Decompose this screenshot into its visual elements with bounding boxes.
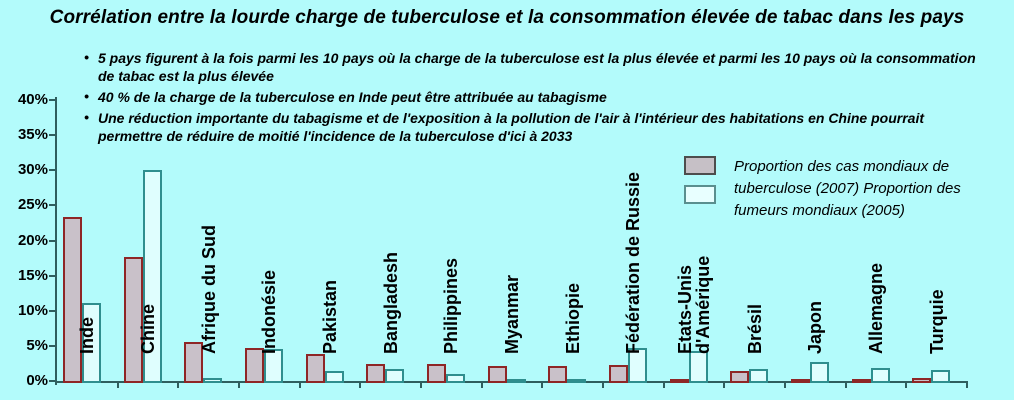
y-axis-tick-label: 35% (17, 126, 48, 144)
category-label-14: Allemagne (866, 262, 886, 354)
bullet-item-3: Une réduction importante du tabagisme et… (84, 109, 984, 146)
bar-fumeurs-12 (749, 369, 769, 383)
category-label-6: Bangladesh (380, 251, 401, 354)
bar-fumeurs-15 (931, 369, 951, 383)
bar-tuberculose-5 (305, 353, 325, 383)
category-label-12: Brésil (744, 303, 765, 354)
bullet-item-2: 40 % de la charge de la tuberculose en I… (84, 88, 984, 107)
bar-tuberculose-2 (123, 257, 143, 383)
legend-swatch-tuberculose (684, 156, 716, 175)
legend-swatches (684, 156, 716, 204)
bar-tuberculose-8 (487, 365, 507, 383)
y-axis-tick-label: 10% (17, 301, 48, 319)
y-axis-tick-label: 15% (17, 266, 48, 284)
bar-tuberculose-12 (730, 371, 750, 383)
bar-tuberculose-14 (851, 379, 871, 383)
category-label-9: Ethiopie (562, 283, 583, 354)
bar-tuberculose-11 (669, 379, 689, 383)
bar-fumeurs-11 (688, 350, 708, 383)
bar-tuberculose-13 (791, 378, 810, 383)
legend-labels: Proportion des cas mondiaux de tuberculo… (734, 156, 1014, 222)
bar-tuberculose-4 (245, 347, 264, 383)
bar-tuberculose-9 (548, 365, 568, 383)
category-label-11: Etats-Unis d'Amérique (675, 255, 713, 354)
bar-tuberculose-6 (366, 364, 386, 383)
y-axis-tick-label: 0% (26, 372, 48, 389)
bar-fumeurs-4 (264, 348, 283, 383)
y-axis-tick-label: 25% (17, 196, 48, 214)
bar-tuberculose-1 (63, 217, 82, 383)
bar-fumeurs-6 (385, 369, 405, 383)
x-axis-tick (662, 383, 665, 388)
bar-tuberculose-10 (609, 364, 628, 383)
bar-tuberculose-7 (427, 364, 446, 383)
y-axis-tick-label: 30% (17, 161, 48, 179)
x-axis-tick (905, 383, 908, 388)
x-axis-tick (723, 383, 726, 388)
y-axis-tick-label: 5% (26, 336, 48, 354)
category-label-7: Philippines (441, 257, 462, 354)
x-axis-tick (298, 383, 301, 388)
bullet-list: 5 pays figurent à la fois parmi les 10 p… (84, 49, 984, 149)
y-axis-tick-label: 40% (17, 91, 48, 108)
bar-fumeurs-7 (446, 373, 465, 383)
x-axis-tick (238, 383, 240, 388)
y-axis-line (55, 97, 57, 385)
x-axis-tick (784, 383, 786, 388)
x-axis-tick (844, 383, 847, 388)
x-axis-tick (177, 383, 180, 388)
category-label-3: Afrique du Sud (198, 225, 219, 354)
bullet-item-1: 5 pays figurent à la fois parmi les 10 p… (84, 49, 984, 86)
x-axis-tick (116, 383, 119, 388)
x-axis-tick (359, 383, 362, 388)
x-axis-tick (602, 383, 604, 388)
category-label-10: Fédération de Russie (623, 171, 644, 354)
category-label-13: Japon (805, 300, 826, 354)
legend-swatch-fumeurs (684, 185, 716, 204)
y-axis-tick (49, 309, 55, 312)
y-axis-tick (49, 274, 55, 277)
category-label-4: Indonésie (259, 269, 280, 354)
legend-label-fumeurs: Proportion des fumeurs mondiaux (2005) (734, 180, 961, 219)
bar-tuberculose-15 (912, 378, 932, 383)
bar-fumeurs-9 (567, 379, 587, 383)
bar-fumeurs-1 (82, 303, 101, 383)
x-axis-tick (420, 383, 422, 388)
x-axis-tick (541, 383, 544, 388)
y-axis-tick-label: 20% (17, 231, 48, 249)
y-axis-tick (49, 99, 55, 101)
legend: Proportion des cas mondiaux de tuberculo… (684, 156, 1014, 222)
category-label-2: Chine (138, 303, 158, 354)
category-label-15: Turquie (926, 289, 947, 354)
y-axis-tick (49, 169, 55, 172)
bar-fumeurs-14 (870, 368, 890, 383)
bar-tuberculose-3 (184, 342, 204, 383)
category-label-8: Myanmar (502, 274, 522, 354)
y-axis-tick (49, 239, 55, 242)
bar-fumeurs-13 (810, 362, 829, 383)
category-label-1: Inde (77, 316, 98, 354)
y-axis-tick (49, 204, 55, 207)
bar-fumeurs-3 (203, 378, 223, 383)
bar-fumeurs-2 (142, 170, 162, 383)
bar-fumeurs-10 (628, 347, 647, 383)
y-axis-tick (49, 344, 55, 347)
y-axis-tick (49, 380, 55, 382)
x-axis-tick (480, 383, 483, 388)
legend-label-tuberculose: Proportion des cas mondiaux de tuberculo… (734, 158, 950, 197)
bar-fumeurs-5 (324, 371, 344, 383)
chart-title: Corrélation entre la lourde charge de tu… (49, 7, 965, 28)
y-axis-tick (49, 134, 55, 137)
category-label-5: Pakistan (320, 279, 340, 354)
bar-fumeurs-8 (506, 379, 526, 383)
x-axis-tick (966, 383, 968, 388)
